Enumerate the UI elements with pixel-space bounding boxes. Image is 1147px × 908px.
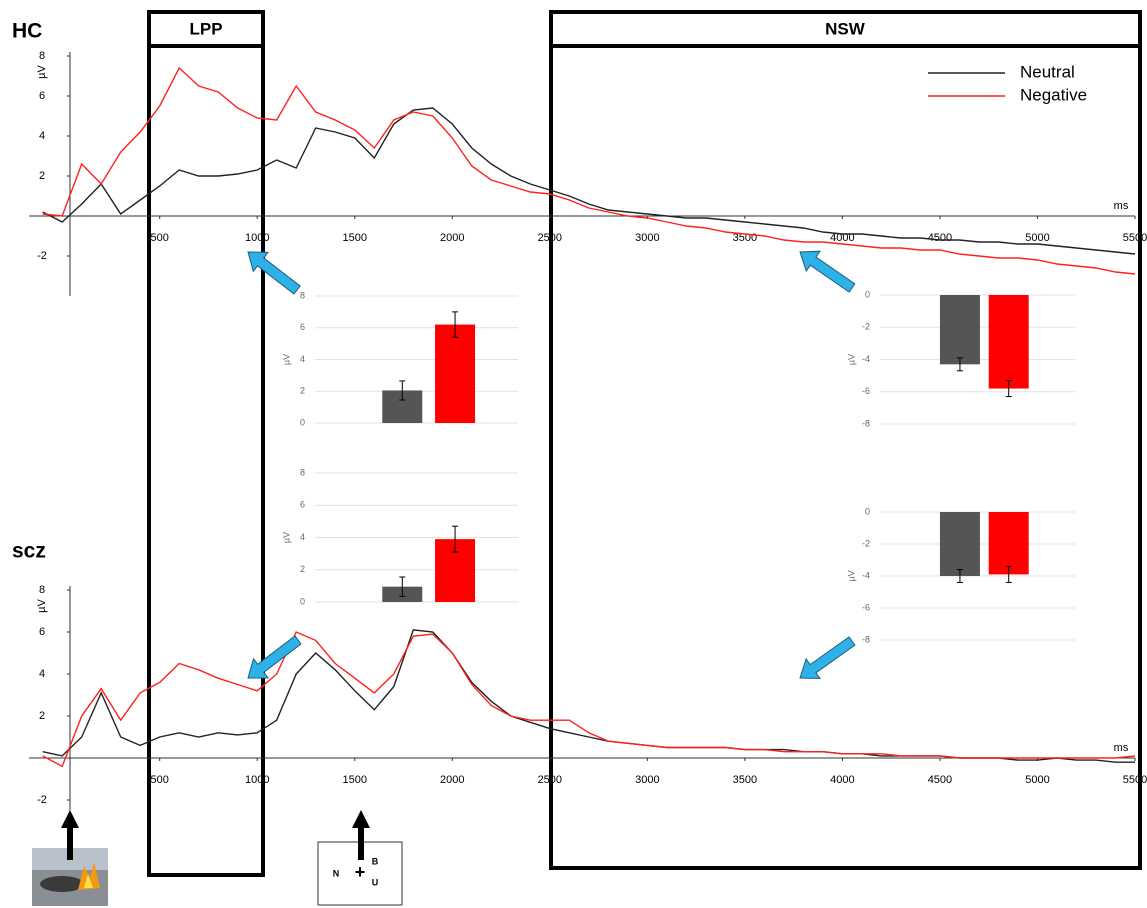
screen-letter: N [333, 868, 340, 878]
y-axis-label: µV [281, 354, 291, 365]
y-tick-label: 0 [865, 506, 870, 516]
nsw-label: NSW [825, 19, 866, 38]
bar [988, 295, 1029, 389]
y-tick-label: 4 [300, 532, 305, 542]
bar [939, 512, 980, 576]
x-tick-label: 5000 [1025, 774, 1049, 786]
x-tick-label: 4500 [928, 774, 952, 786]
bar [988, 512, 1029, 575]
pointer-arrow [799, 250, 856, 293]
x-tick-label: 1000 [245, 774, 269, 786]
x-tick-label: 1500 [343, 232, 367, 244]
erp-line [42, 107, 1136, 255]
y-axis-label: µV [36, 599, 48, 613]
y-tick-label: 4 [300, 354, 305, 364]
x-tick-label: 4000 [830, 232, 854, 244]
y-axis-label: µV [846, 354, 856, 365]
y-axis-label: µV [36, 65, 48, 79]
x-axis-label: ms [1114, 742, 1129, 754]
y-tick-label: -4 [862, 570, 870, 580]
x-tick-label: 3000 [635, 232, 659, 244]
y-tick-label: 2 [39, 170, 45, 182]
y-tick-label: 8 [300, 467, 305, 477]
y-tick-label: 2 [300, 564, 305, 574]
legend-label: Negative [1020, 85, 1087, 104]
y-tick-label: 8 [39, 584, 45, 596]
x-tick-label: 5500 [1123, 232, 1147, 244]
erp-line [42, 629, 1135, 763]
x-tick-label: 500 [151, 232, 169, 244]
lpp-label: LPP [189, 19, 222, 38]
x-tick-label: 2000 [440, 774, 464, 786]
x-tick-label: 5000 [1025, 232, 1049, 244]
legend-label: Neutral [1020, 62, 1075, 81]
y-tick-label: 2 [39, 710, 45, 722]
y-axis-label: µV [281, 532, 291, 543]
y-tick-label: 2 [300, 386, 305, 396]
y-tick-label: 4 [39, 130, 45, 142]
erp-line [42, 631, 1136, 768]
screen-letter: B [372, 856, 379, 866]
y-tick-label: 6 [39, 90, 45, 102]
y-tick-label: 6 [300, 322, 305, 332]
pointer-arrow [247, 635, 302, 679]
y-tick-label: -4 [862, 354, 870, 364]
y-tick-label: -2 [862, 322, 870, 332]
y-tick-label: -2 [37, 250, 47, 262]
x-tick-label: 1500 [343, 774, 367, 786]
erp-line [42, 66, 1136, 275]
y-tick-label: -2 [862, 538, 870, 548]
bar [939, 295, 980, 365]
onset-arrows [61, 810, 370, 860]
x-tick-label: 2500 [538, 774, 562, 786]
y-tick-label: 8 [39, 50, 45, 62]
y-tick-label: 4 [39, 668, 45, 680]
y-tick-label: -8 [862, 418, 870, 428]
bar [435, 324, 476, 423]
lpp-window [147, 10, 265, 877]
x-tick-label: 2500 [538, 232, 562, 244]
x-tick-label: 1000 [245, 232, 269, 244]
pointer-arrow [247, 251, 301, 295]
y-tick-label: -6 [862, 602, 870, 612]
y-tick-label: -8 [862, 634, 870, 644]
x-tick-label: 2000 [440, 232, 464, 244]
x-tick-label: 500 [151, 774, 169, 786]
chart-title: HC [12, 20, 42, 43]
fixation-cross: + [355, 862, 366, 882]
x-tick-label: 3000 [635, 774, 659, 786]
y-tick-label: 0 [300, 596, 305, 606]
x-tick-label: 5500 [1123, 774, 1147, 786]
y-tick-label: 0 [300, 417, 305, 427]
y-tick-label: -6 [862, 386, 870, 396]
x-tick-label: 4000 [830, 774, 854, 786]
y-tick-label: 6 [39, 626, 45, 638]
nsw-window [549, 10, 1142, 870]
screen-letter: U [372, 877, 379, 887]
y-axis-label: µV [846, 570, 856, 581]
y-tick-label: 8 [300, 290, 305, 300]
pointer-arrow [799, 636, 856, 680]
y-tick-label: 0 [865, 289, 870, 299]
x-tick-label: 4500 [928, 232, 952, 244]
x-axis-label: ms [1114, 200, 1129, 212]
chart-title: scz [12, 540, 46, 563]
x-tick-label: 3500 [733, 774, 757, 786]
y-tick-label: 6 [300, 500, 305, 510]
y-tick-label: -2 [37, 794, 47, 806]
